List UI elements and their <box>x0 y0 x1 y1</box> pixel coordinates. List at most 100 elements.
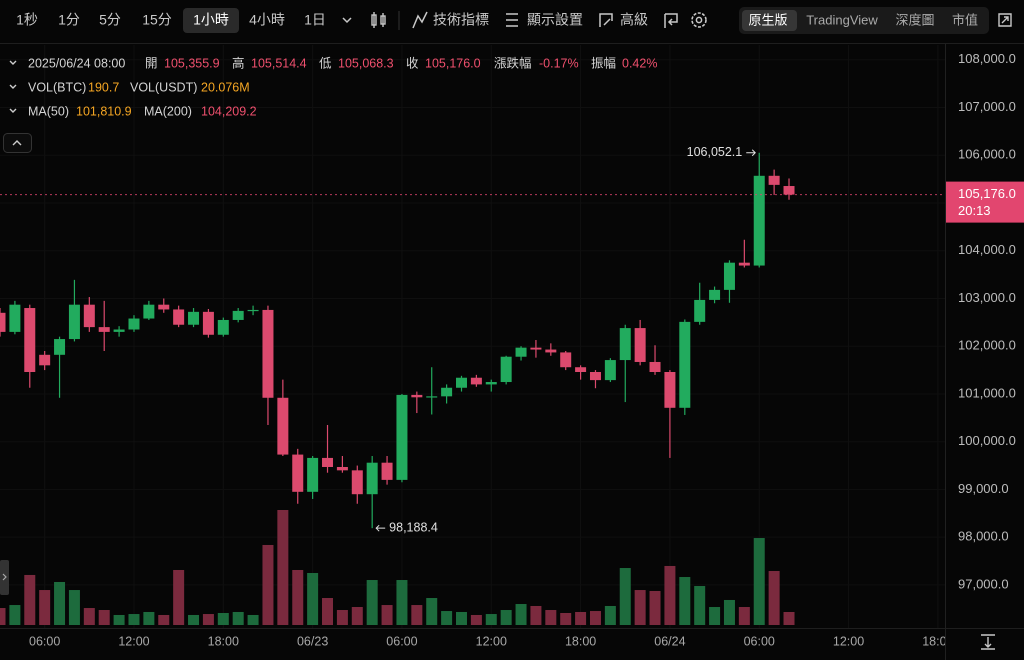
interval[interactable]: 1分 <box>58 12 80 28</box>
volume-bar <box>24 574 36 625</box>
field-value: -0.17% <box>539 56 579 70</box>
y-tick-label: 107,000.0 <box>958 99 1016 114</box>
volume-bar <box>619 568 631 625</box>
volume-bar <box>307 572 319 625</box>
settings-icon[interactable] <box>691 12 707 28</box>
collapse-icon <box>12 140 22 146</box>
volume-bar <box>9 605 21 625</box>
x-tick-label: 12:00 <box>833 634 864 648</box>
toolbar: 1秒 1分 5分 15分 1小時 4小時 1日 技術指標 顯示設置 高級 原生版… <box>0 7 1024 44</box>
volume-bar <box>470 614 482 625</box>
candle-time: 2025/06/24 08:00 <box>28 56 125 70</box>
candle-body <box>381 462 393 480</box>
view-tab[interactable]: 原生版 <box>748 12 787 27</box>
volume-bar <box>98 610 110 625</box>
display-icon[interactable] <box>506 13 518 27</box>
selected-view-bg <box>742 10 797 31</box>
y-tick-label: 97,000.0 <box>958 576 1009 591</box>
y-tick-label: 104,000.0 <box>958 242 1016 257</box>
price-axis-bg <box>945 44 1024 660</box>
candle-body <box>188 311 200 325</box>
volume-bar <box>381 605 393 625</box>
advanced-icon[interactable] <box>599 13 613 27</box>
fullscreen-icon[interactable] <box>998 13 1012 27</box>
y-tick-label: 106,000.0 <box>958 147 1016 162</box>
collapse-toggle[interactable] <box>9 60 17 65</box>
candle-body <box>455 377 467 388</box>
scale-reset[interactable] <box>981 634 995 650</box>
candle-body <box>530 347 542 350</box>
candle-body <box>709 289 721 300</box>
interval[interactable]: 5分 <box>99 12 121 28</box>
volume-bar <box>560 613 572 625</box>
countdown: 20:13 <box>958 203 991 218</box>
low-arrow <box>375 524 386 532</box>
volume-bar <box>515 604 527 625</box>
interval[interactable]: 1秒 <box>16 12 38 28</box>
y-tick-label: 108,000.0 <box>958 51 1016 66</box>
volume-bar <box>768 571 780 625</box>
candle-body <box>128 318 140 330</box>
volume-bar <box>455 611 467 625</box>
volume-bar <box>217 613 229 625</box>
tool[interactable]: 顯示設置 <box>527 12 583 28</box>
volume-bar <box>709 607 721 625</box>
volume-bar <box>723 599 735 625</box>
volume-bar <box>396 580 408 625</box>
tool[interactable]: 技術指標 <box>433 12 489 28</box>
view-tab[interactable]: 深度圖 <box>895 12 934 27</box>
volume-bar <box>545 610 557 625</box>
volume-bar <box>738 607 750 625</box>
volume-bar <box>247 614 259 625</box>
x-tick-label: 12:00 <box>118 634 149 648</box>
volume-bar <box>113 614 125 625</box>
volume-bar <box>336 610 348 625</box>
x-tick-label: 06:00 <box>29 634 60 648</box>
collapse-toggle[interactable] <box>9 108 17 113</box>
interval[interactable]: 4小時 <box>249 12 285 28</box>
side-handle[interactable] <box>0 560 9 595</box>
field-label: 低 <box>319 56 332 70</box>
volume-bar <box>68 590 80 625</box>
chart-type-icon[interactable] <box>371 12 386 28</box>
indicator-icon[interactable] <box>412 11 428 29</box>
candle-body <box>485 382 497 385</box>
candle-body <box>158 304 170 310</box>
volume-bar <box>188 614 200 625</box>
volume-bar <box>158 614 170 625</box>
volume-bar <box>694 586 706 625</box>
tool[interactable]: 高級 <box>620 12 648 28</box>
interval[interactable]: 15分 <box>142 12 172 28</box>
candle-body <box>247 309 259 312</box>
x-tick-label: 06:00 <box>386 634 417 648</box>
volume-bar <box>753 538 765 625</box>
collapse-button[interactable] <box>3 133 32 153</box>
x-tick-label: 06/23 <box>297 634 328 648</box>
replay-icon[interactable] <box>664 13 678 28</box>
candle-body <box>322 457 334 467</box>
volume-bar <box>277 510 289 625</box>
view-tab[interactable]: 市值 <box>952 12 978 27</box>
collapse-toggle[interactable] <box>9 84 17 89</box>
volume-bar <box>143 611 155 625</box>
field-label: 收 <box>406 56 419 70</box>
candle-body <box>753 175 765 266</box>
low-label: 98,188.4 <box>389 520 438 534</box>
more-intervals[interactable] <box>342 17 352 24</box>
view-tab[interactable]: TradingView <box>806 12 878 27</box>
candle-body <box>39 354 51 366</box>
volume-bar <box>530 605 542 625</box>
volume-bar <box>575 611 587 625</box>
volume-bar <box>426 598 438 625</box>
candle-body <box>575 367 587 372</box>
volume-value: 190.7 <box>88 80 119 94</box>
candle-body <box>470 377 482 385</box>
volume-bar <box>54 581 66 625</box>
interval[interactable]: 1小時 <box>193 12 229 28</box>
volume-bar <box>202 614 214 625</box>
interval[interactable]: 1日 <box>304 12 326 28</box>
volume-bar <box>128 614 140 625</box>
side-handle-icon <box>2 573 7 581</box>
plot-area: 06:00 12:00 18:00 06/23 06:00 12:00 18:00 06/24… <box>0 45 945 648</box>
volume-bar <box>485 614 497 625</box>
